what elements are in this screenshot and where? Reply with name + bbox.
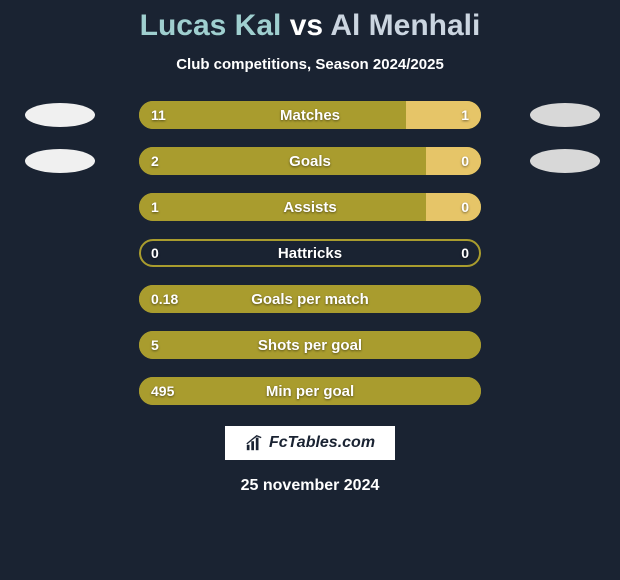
- club-logo-right: [530, 103, 600, 127]
- stat-label: Shots per goal: [139, 331, 481, 359]
- page-title: Lucas Kal vs Al Menhali: [0, 8, 620, 44]
- stat-row: 00Hattricks: [0, 239, 620, 267]
- club-logo-left: [25, 103, 95, 127]
- subtitle: Club competitions, Season 2024/2025: [0, 56, 620, 73]
- comparison-card: Lucas Kal vs Al Menhali Club competition…: [0, 0, 620, 580]
- stat-row: 495Min per goal: [0, 377, 620, 405]
- stat-label: Matches: [139, 101, 481, 129]
- stat-label: Min per goal: [139, 377, 481, 405]
- stat-bar: 20Goals: [139, 147, 481, 175]
- club-logo-right: [530, 149, 600, 173]
- stat-row: 5Shots per goal: [0, 331, 620, 359]
- brand-text: FcTables.com: [269, 434, 375, 452]
- stat-row: 20Goals: [0, 147, 620, 175]
- stat-bar: 5Shots per goal: [139, 331, 481, 359]
- stat-row: 111Matches: [0, 101, 620, 129]
- player-right-name: Al Menhali: [330, 9, 480, 42]
- club-logo-left: [25, 149, 95, 173]
- stat-bar: 00Hattricks: [139, 239, 481, 267]
- stat-bar: 495Min per goal: [139, 377, 481, 405]
- footer-brand-wrap: FcTables.com: [0, 425, 620, 461]
- stat-row: 0.18Goals per match: [0, 285, 620, 313]
- date-text: 25 november 2024: [0, 477, 620, 495]
- stat-label: Hattricks: [139, 239, 481, 267]
- stat-row: 10Assists: [0, 193, 620, 221]
- stat-label: Assists: [139, 193, 481, 221]
- stat-label: Goals: [139, 147, 481, 175]
- stat-bar: 10Assists: [139, 193, 481, 221]
- stat-bar: 0.18Goals per match: [139, 285, 481, 313]
- stat-bar: 111Matches: [139, 101, 481, 129]
- chart-icon: [245, 434, 263, 452]
- stat-label: Goals per match: [139, 285, 481, 313]
- player-left-name: Lucas Kal: [140, 9, 282, 42]
- stats-list: 111Matches 20Goals 10Assists 00Hattricks 0.1…: [0, 101, 620, 405]
- brand-badge[interactable]: FcTables.com: [224, 425, 396, 461]
- vs-text: vs: [290, 9, 323, 42]
